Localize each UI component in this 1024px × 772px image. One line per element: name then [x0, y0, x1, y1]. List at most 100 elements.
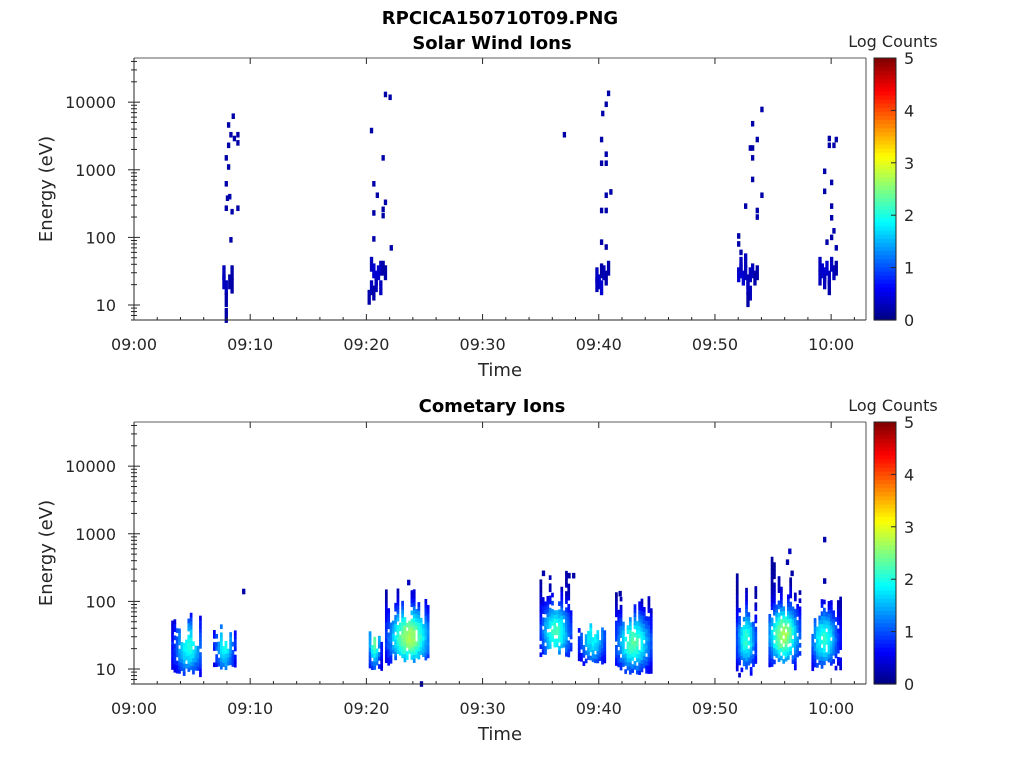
heatmap-cell: [640, 631, 644, 636]
heatmap-cell: [798, 642, 802, 648]
heatmap-cell: [551, 633, 554, 638]
heatmap-cell: [782, 618, 786, 624]
heatmap-cell: [426, 625, 430, 630]
heatmap-cell: [827, 629, 831, 635]
heatmap-cell: [553, 618, 557, 624]
colorbar-step: [874, 148, 896, 153]
heatmap-cell: [777, 612, 781, 618]
heatmap-cell: [773, 566, 776, 571]
heatmap-cell: [598, 644, 602, 649]
heatmap-cell: [408, 636, 411, 642]
heatmap-cell: [827, 601, 831, 606]
heatmap-cell: [649, 652, 653, 658]
heatmap-cell: [380, 645, 384, 651]
heatmap-cell: [408, 624, 411, 630]
heatmap-cell: [642, 615, 646, 620]
heatmap-cell: [398, 622, 402, 628]
heatmap-cell: [187, 642, 191, 648]
heatmap-cell: [558, 645, 561, 651]
heatmap-cell: [596, 642, 600, 648]
heatmap-cell: [827, 609, 831, 614]
heatmap-cell: [594, 654, 597, 660]
heatmap-cell: [587, 643, 590, 648]
heatmap-cell: [215, 646, 219, 651]
heatmap-cell: [410, 618, 414, 624]
heatmap-cell: [647, 596, 651, 601]
heatmap-cell: [735, 585, 739, 591]
heatmap-cell: [383, 265, 388, 281]
heatmap-cell: [396, 604, 400, 610]
heatmap-cell: [189, 645, 193, 650]
heatmap-cell: [233, 654, 237, 660]
heatmap-cell: [424, 607, 428, 612]
heatmap-cell: [587, 655, 590, 660]
heatmap-cell: [408, 632, 411, 638]
colorbar-step: [874, 78, 896, 84]
heatmap-cell: [631, 656, 635, 661]
heatmap-cell: [417, 634, 421, 640]
heatmap-cell: [394, 651, 397, 657]
heatmap-cell: [233, 638, 237, 644]
colorbar-step: [874, 254, 896, 260]
heatmap-cell: [224, 280, 228, 296]
heatmap-cell: [173, 663, 177, 669]
heatmap-cell: [539, 644, 543, 649]
heatmap-cell: [587, 630, 590, 636]
heatmap-cell: [368, 635, 372, 641]
heatmap-cell: [777, 576, 781, 581]
heatmap-cell: [196, 658, 200, 663]
heatmap-cell: [606, 90, 611, 97]
colorbar-step: [874, 499, 896, 505]
heatmap-cell: [219, 640, 223, 646]
heatmap-cell: [580, 632, 583, 638]
heatmap-cell: [182, 667, 186, 672]
heatmap-cell: [635, 657, 639, 663]
heatmap-cell: [788, 548, 792, 555]
heatmap-cell: [384, 650, 388, 655]
heatmap-cell: [194, 666, 198, 671]
heatmap-cell: [371, 665, 374, 670]
colorbar-frame: [873, 421, 897, 685]
heatmap-cell: [567, 644, 571, 650]
heatmap-cell: [633, 661, 637, 666]
heatmap-cell: [823, 644, 826, 649]
heatmap-cell: [598, 656, 602, 662]
heatmap-cell: [232, 135, 237, 142]
heatmap-cell: [171, 648, 174, 654]
heatmap-cell: [601, 647, 604, 653]
heatmap-cell: [560, 602, 564, 608]
heatmap-cell: [640, 627, 644, 632]
heatmap-cell: [173, 643, 177, 649]
heatmap-cell: [782, 638, 786, 644]
heatmap-cell: [617, 617, 621, 623]
heatmap-cell: [541, 609, 545, 614]
heatmap-cell: [419, 617, 423, 623]
heatmap-cell: [626, 641, 630, 647]
heatmap-cell: [544, 605, 547, 611]
heatmap-cell: [735, 593, 739, 599]
heatmap-cell: [770, 645, 774, 651]
heatmap-cell: [565, 578, 568, 584]
heatmap-cell: [236, 205, 240, 212]
heatmap-cell: [823, 536, 827, 543]
heatmap-cell: [368, 639, 372, 645]
heatmap-cell: [424, 611, 428, 616]
heatmap-cell: [793, 608, 797, 614]
x-tick-label: 09:30: [460, 699, 506, 718]
heatmap-cell: [811, 666, 815, 672]
heatmap-cell: [426, 649, 430, 655]
heatmap-cell: [192, 669, 195, 675]
heatmap-cell: [836, 661, 840, 666]
heatmap-cell: [398, 638, 402, 644]
heatmap-cell: [818, 639, 822, 645]
heatmap-cell: [229, 131, 233, 138]
heatmap-cell: [384, 658, 388, 664]
heatmap-cell: [231, 641, 235, 647]
heatmap-cell: [375, 652, 379, 658]
heatmap-cell: [182, 663, 186, 668]
heatmap-cell: [813, 650, 817, 656]
heatmap-cell: [839, 661, 842, 667]
heatmap-cell: [539, 579, 543, 585]
heatmap-cell: [782, 614, 786, 620]
heatmap-cell: [638, 658, 641, 663]
